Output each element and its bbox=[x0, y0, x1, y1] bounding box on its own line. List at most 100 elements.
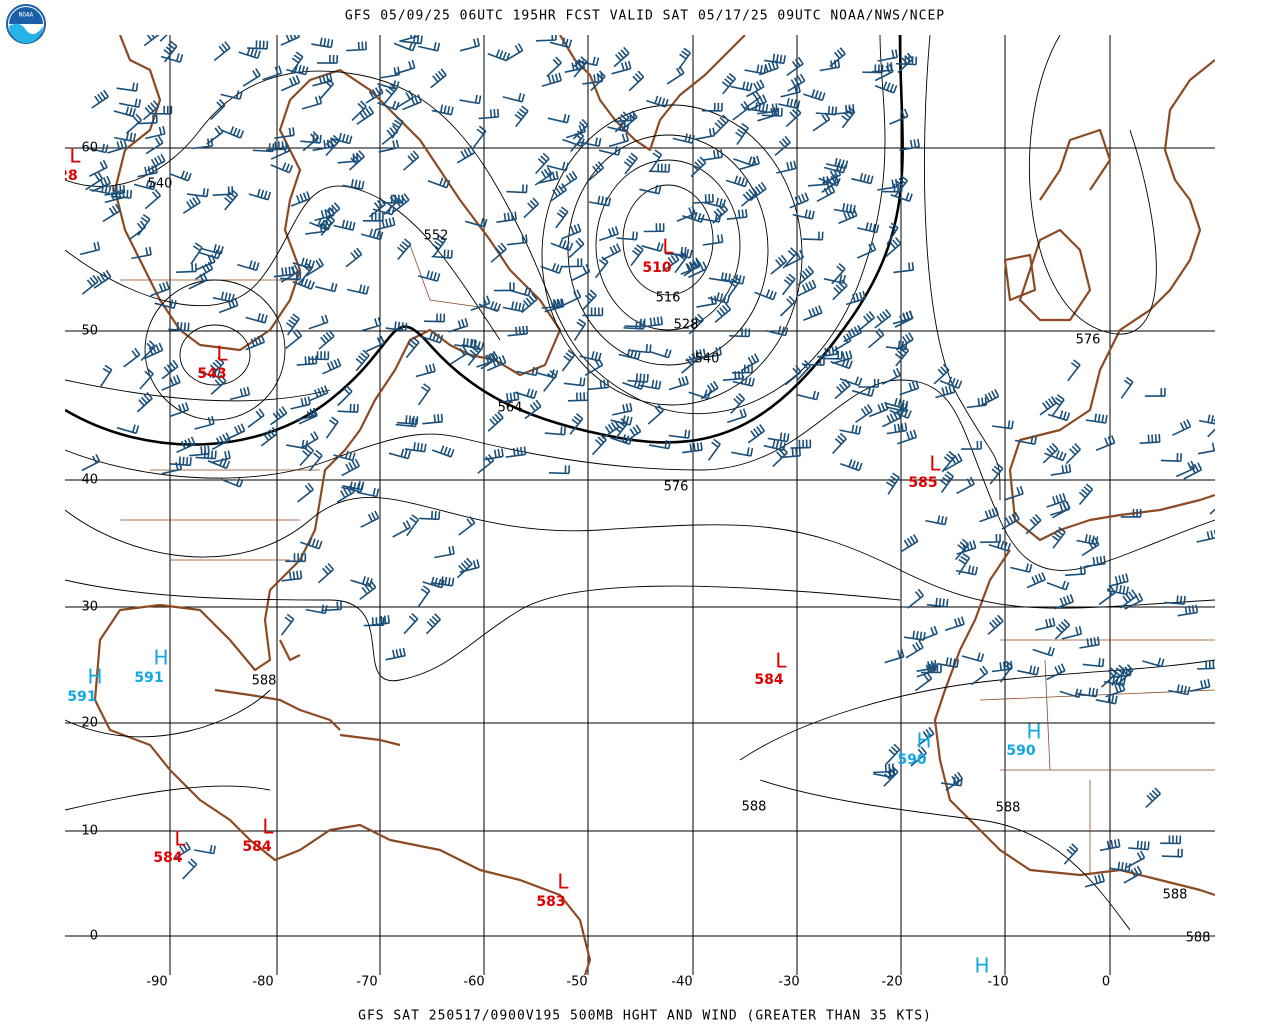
wind-barb bbox=[81, 274, 99, 295]
wind-barb bbox=[761, 107, 783, 117]
wind-barb bbox=[874, 308, 892, 329]
wind-barb bbox=[1207, 419, 1215, 438]
wind-barb bbox=[573, 318, 587, 341]
wind-barb bbox=[787, 73, 806, 92]
wind-barb bbox=[1209, 508, 1215, 515]
low-symbol: L bbox=[262, 815, 274, 839]
low-symbol: L bbox=[557, 870, 569, 894]
wind-barb bbox=[85, 171, 104, 191]
wind-barb bbox=[1061, 626, 1083, 640]
wind-barb bbox=[668, 375, 689, 391]
wind-barb bbox=[395, 90, 414, 109]
wind-barb bbox=[490, 242, 507, 263]
wind-barb bbox=[707, 438, 721, 461]
wind-barb bbox=[1084, 873, 1105, 888]
wind-barb bbox=[830, 358, 853, 370]
wind-barb bbox=[685, 348, 706, 362]
wind-barb bbox=[1079, 636, 1100, 649]
wind-barb bbox=[420, 331, 444, 344]
wind-barb bbox=[104, 185, 126, 196]
wind-barb bbox=[601, 419, 620, 439]
wind-barb bbox=[432, 576, 455, 587]
wind-barb bbox=[1054, 618, 1071, 640]
wind-barb bbox=[360, 228, 384, 241]
wind-barb bbox=[610, 434, 633, 445]
wind-barb bbox=[538, 170, 559, 184]
wind-barb bbox=[1063, 843, 1079, 865]
wind-barb bbox=[785, 106, 802, 128]
wind-barb bbox=[682, 442, 703, 454]
wind-barb bbox=[792, 209, 815, 220]
wind-barb bbox=[730, 81, 753, 92]
wind-barb bbox=[540, 263, 563, 274]
wind-barb bbox=[1196, 529, 1215, 543]
wind-barb bbox=[91, 89, 109, 109]
latitude-label: 60 bbox=[81, 141, 98, 156]
wind-barb bbox=[262, 65, 283, 81]
wind-barb bbox=[123, 347, 141, 368]
wind-barb bbox=[818, 176, 841, 187]
wind-barb bbox=[169, 402, 190, 418]
wind-barb bbox=[1095, 435, 1116, 451]
wind-barb bbox=[730, 393, 746, 415]
wind-barb bbox=[979, 507, 1000, 523]
wind-barb bbox=[119, 98, 142, 108]
wind-barb bbox=[591, 433, 607, 456]
wind-barb bbox=[502, 92, 525, 103]
wind-barb bbox=[714, 302, 732, 323]
wind-barb bbox=[834, 378, 851, 400]
wind-barb bbox=[161, 374, 181, 391]
wind-barb bbox=[113, 106, 136, 118]
wind-barb bbox=[784, 365, 802, 386]
wind-barb bbox=[840, 459, 863, 472]
wind-barb bbox=[599, 226, 619, 242]
wind-barb bbox=[1039, 396, 1057, 416]
wind-barb bbox=[897, 52, 914, 74]
contour-label: 528 bbox=[674, 318, 699, 333]
wind-barb bbox=[1035, 617, 1056, 631]
contour-label: 552 bbox=[424, 229, 449, 244]
wind-barb bbox=[1175, 460, 1196, 478]
wind-barb bbox=[274, 127, 295, 139]
wind-barb bbox=[678, 47, 691, 70]
wind-barb bbox=[817, 346, 838, 358]
wind-barb bbox=[900, 534, 919, 553]
wind-barb bbox=[317, 54, 338, 64]
wind-barb bbox=[780, 447, 801, 459]
wind-barb bbox=[746, 102, 769, 113]
wind-barb bbox=[425, 613, 441, 635]
wind-barb bbox=[944, 453, 963, 471]
wind-barb bbox=[401, 35, 423, 45]
wind-barb bbox=[535, 152, 550, 175]
wind-barb bbox=[971, 665, 989, 686]
wind-barb bbox=[732, 375, 755, 387]
wind-barb bbox=[1139, 434, 1161, 444]
wind-barb bbox=[201, 244, 224, 255]
wind-barb bbox=[182, 195, 201, 214]
wind-barb bbox=[1108, 573, 1129, 588]
wind-barb bbox=[926, 597, 949, 608]
wind-barb bbox=[763, 53, 786, 65]
wind-barb bbox=[356, 105, 375, 125]
wind-barb bbox=[786, 56, 804, 77]
wind-barb bbox=[1098, 585, 1116, 606]
wind-barb bbox=[381, 124, 399, 145]
wind-barb bbox=[88, 159, 108, 178]
wind-barb bbox=[579, 137, 602, 147]
wind-barb bbox=[602, 243, 622, 261]
wind-barb bbox=[1198, 414, 1215, 425]
wind-barb bbox=[461, 339, 485, 351]
wind-barb bbox=[145, 135, 164, 155]
wind-barb bbox=[941, 776, 963, 787]
wind-barb bbox=[725, 175, 749, 188]
wind-barb bbox=[273, 266, 295, 278]
wind-barb bbox=[391, 116, 404, 139]
wind-barb bbox=[311, 37, 334, 49]
wind-barb bbox=[1046, 580, 1070, 591]
wind-barb bbox=[661, 252, 680, 273]
wind-barb bbox=[747, 424, 766, 444]
contour-label: 588 bbox=[996, 801, 1021, 816]
wind-barb bbox=[362, 212, 384, 222]
wind-barb bbox=[396, 415, 419, 425]
